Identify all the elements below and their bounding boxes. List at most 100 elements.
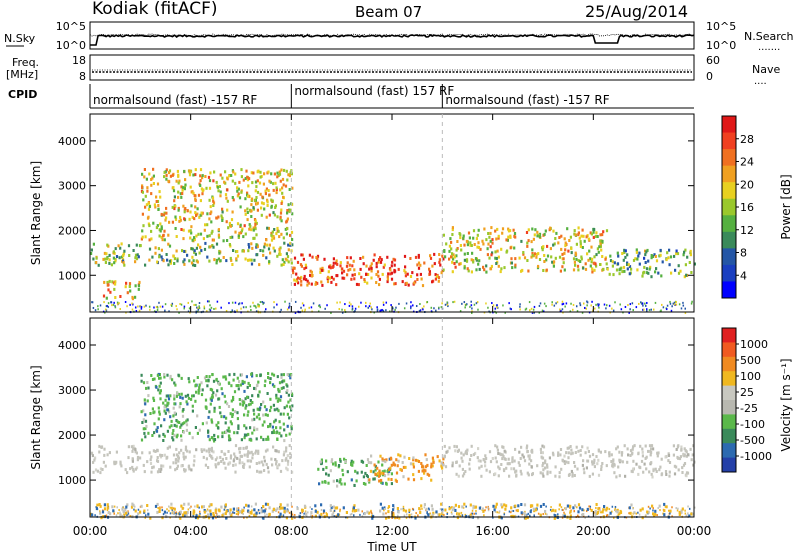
data-mark	[490, 253, 493, 257]
data-mark	[98, 450, 101, 454]
data-mark	[194, 211, 197, 215]
data-mark	[164, 398, 167, 402]
data-mark	[152, 465, 155, 469]
data-mark	[365, 272, 368, 276]
y-tick-label: 1000	[58, 269, 86, 282]
data-mark	[277, 397, 280, 401]
data-mark	[152, 411, 155, 415]
data-mark	[657, 451, 660, 455]
data-mark	[127, 456, 130, 460]
data-mark	[338, 464, 341, 467]
data-mark	[165, 177, 168, 181]
speckle-mark	[361, 510, 363, 513]
speckle-mark	[319, 306, 322, 309]
speckle-mark	[471, 512, 474, 515]
data-mark	[253, 386, 256, 390]
data-mark	[114, 282, 117, 286]
speckle-mark	[525, 307, 528, 310]
data-mark	[289, 398, 292, 402]
speckle-mark	[641, 302, 644, 305]
data-mark	[280, 200, 284, 204]
data-mark	[277, 409, 280, 413]
data-mark	[574, 451, 577, 454]
data-mark	[552, 229, 555, 233]
data-mark	[455, 472, 458, 476]
data-mark	[190, 261, 194, 265]
data-mark	[108, 279, 111, 283]
data-mark	[615, 268, 619, 272]
data-mark	[672, 453, 675, 457]
data-mark	[275, 462, 278, 466]
data-mark	[530, 465, 533, 469]
data-mark	[327, 270, 330, 274]
data-mark	[285, 390, 288, 394]
data-mark	[497, 234, 500, 238]
data-mark	[182, 455, 185, 459]
data-mark	[438, 459, 441, 463]
data-mark	[244, 197, 247, 201]
speckle-mark	[134, 306, 137, 309]
speckle-mark	[105, 305, 108, 308]
data-mark	[331, 265, 334, 269]
data-mark	[187, 464, 191, 468]
data-mark	[205, 405, 208, 409]
data-mark	[661, 260, 664, 264]
time-axis: 00:00 04:00 08:00 12:00 16:00 20:00 00:00	[73, 524, 712, 538]
data-mark	[259, 170, 262, 174]
data-mark	[156, 456, 159, 459]
data-mark	[539, 504, 543, 508]
data-mark	[226, 429, 229, 433]
data-mark	[379, 502, 382, 506]
data-mark	[341, 276, 344, 280]
data-mark	[203, 228, 206, 232]
data-mark	[542, 461, 545, 465]
data-mark	[274, 204, 277, 208]
data-mark	[121, 507, 124, 511]
data-mark	[470, 270, 473, 274]
data-mark	[579, 245, 582, 248]
speckle-mark	[339, 510, 341, 513]
data-mark	[463, 266, 466, 270]
data-mark	[463, 502, 466, 506]
data-mark	[170, 506, 173, 510]
data-mark	[346, 273, 349, 277]
speckle-mark	[461, 514, 464, 517]
colorbar-tick-label: 16	[740, 201, 754, 214]
data-mark	[577, 226, 580, 230]
data-mark	[283, 506, 286, 510]
data-mark	[580, 234, 583, 238]
data-mark	[283, 261, 286, 264]
data-mark	[163, 375, 166, 379]
data-mark	[372, 258, 375, 262]
speckle-mark	[583, 509, 585, 512]
data-mark	[577, 503, 581, 507]
data-mark	[175, 447, 178, 451]
data-mark	[442, 457, 445, 461]
data-mark	[648, 267, 651, 271]
speckle-mark	[462, 506, 465, 509]
data-mark	[455, 254, 458, 258]
data-mark	[652, 469, 655, 473]
speckle-mark	[304, 510, 307, 513]
data-mark	[247, 243, 250, 246]
data-mark	[612, 458, 615, 462]
data-mark	[584, 262, 587, 266]
data-mark	[162, 439, 165, 442]
data-mark	[355, 509, 358, 512]
data-mark	[156, 510, 159, 514]
data-mark	[152, 174, 155, 178]
data-mark	[430, 504, 433, 508]
data-mark	[248, 403, 251, 407]
speckle-mark	[242, 306, 245, 309]
data-mark	[639, 444, 642, 448]
data-mark	[535, 255, 538, 259]
data-mark	[476, 456, 479, 460]
speckle-mark	[189, 311, 191, 314]
speckle-mark	[265, 308, 267, 311]
data-mark	[185, 513, 188, 517]
data-mark	[189, 210, 192, 214]
data-mark	[632, 445, 635, 449]
data-mark	[245, 375, 248, 379]
data-mark	[426, 463, 429, 467]
data-mark	[593, 465, 596, 469]
